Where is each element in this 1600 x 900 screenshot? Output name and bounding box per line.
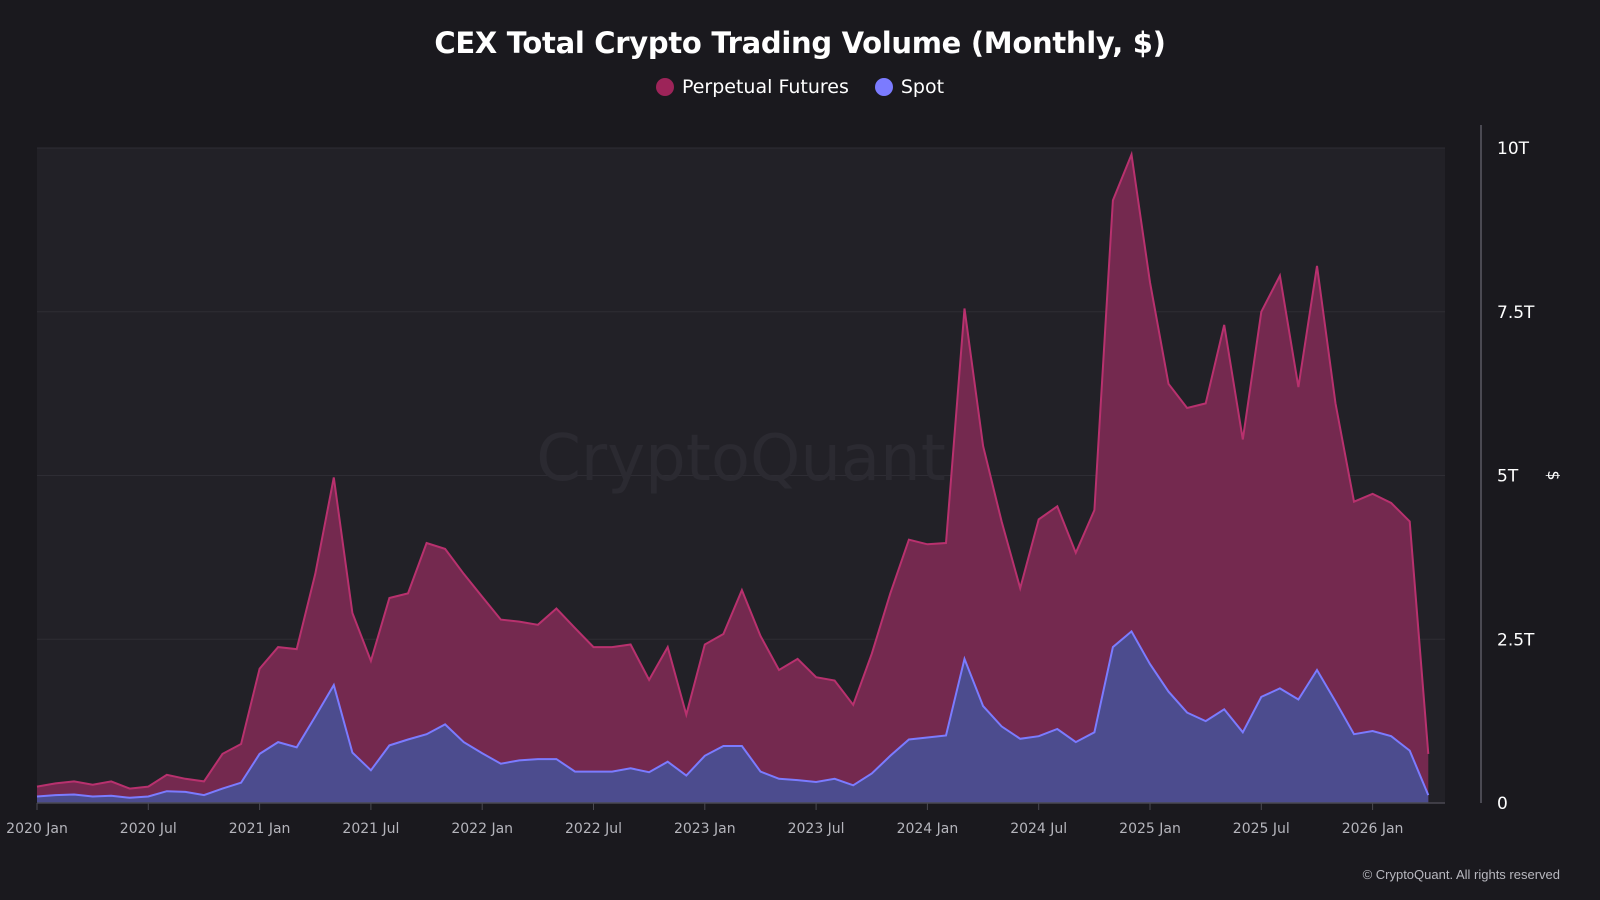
y-axis: 0 2.5T 5T 7.5T 10T $: [1480, 125, 1563, 814]
x-tick-label: 2025 Jan: [1119, 821, 1181, 837]
legend-item-spot[interactable]: Spot: [874, 76, 945, 98]
x-tick-label: 2022 Jul: [565, 821, 622, 837]
copyright-notice: © CryptoQuant. All rights reserved: [1362, 867, 1560, 882]
y-tick-label: 7.5T: [1497, 303, 1535, 323]
x-tick-label: 2023 Jul: [788, 821, 845, 837]
x-axis: 2020 Jan 2020 Jul 2021 Jan 2021 Jul 2022 Jan…: [6, 802, 1445, 837]
x-tick-label: 2023 Jan: [674, 821, 736, 837]
legend: Perpetual Futures Spot: [0, 76, 1600, 98]
y-tick-label: 2.5T: [1497, 630, 1535, 650]
x-tick-label: 2021 Jul: [342, 821, 399, 837]
series-layer: [36, 150, 1430, 803]
x-tick-label: 2024 Jan: [897, 821, 959, 837]
x-tick-label: 2026 Jan: [1342, 821, 1404, 837]
line-spot: [36, 629, 1430, 799]
x-tick-label: 2020 Jul: [120, 821, 177, 837]
x-tick-label: 2025 Jul: [1233, 821, 1290, 837]
y-axis-label: $: [1544, 470, 1563, 480]
y-tick-label: 0: [1497, 794, 1508, 814]
x-tick-label: 2020 Jan: [6, 821, 68, 837]
legend-marker-futures: [655, 78, 674, 96]
y-tick-label: 5T: [1497, 467, 1519, 487]
watermark: CryptoQuant: [536, 422, 946, 496]
legend-label-futures: Perpetual Futures: [681, 76, 849, 98]
x-tick-label: 2021 Jan: [229, 821, 291, 837]
y-tick-label: 10T: [1497, 139, 1530, 159]
chart-title: CEX Total Crypto Trading Volume (Monthly…: [434, 26, 1166, 60]
area-futures: [37, 154, 1429, 803]
x-tick-label: 2024 Jul: [1010, 821, 1067, 837]
x-tick-label: 2022 Jan: [451, 821, 513, 837]
area-spot: [37, 631, 1429, 803]
legend-marker-spot: [874, 78, 893, 96]
legend-item-perpetual-futures[interactable]: Perpetual Futures: [655, 76, 849, 98]
line-futures: [36, 150, 1430, 790]
legend-label-spot: Spot: [900, 76, 945, 98]
